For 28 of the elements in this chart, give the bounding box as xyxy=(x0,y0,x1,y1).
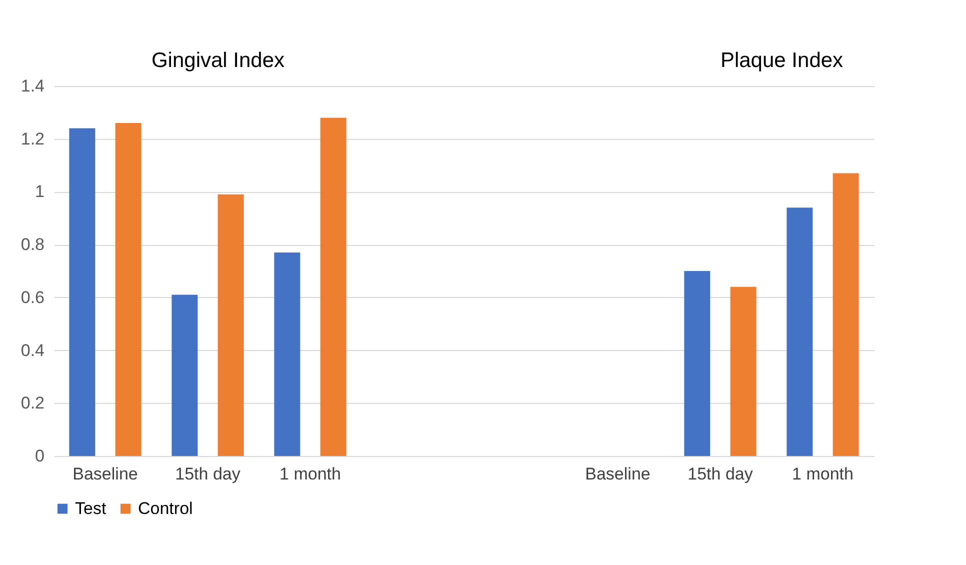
y-tick-label: 0.8 xyxy=(20,235,44,254)
y-tick-label: 0.2 xyxy=(20,394,44,413)
bar xyxy=(320,118,346,456)
text: Gingival Index xyxy=(151,49,286,72)
bar xyxy=(684,271,710,456)
y-tick-label: 0.4 xyxy=(20,340,44,360)
x-tick-label: 1 month xyxy=(280,464,341,484)
x-tick-label: Baseline xyxy=(72,464,138,484)
legend-label: Control xyxy=(138,498,193,518)
x-tick-label: 15th day xyxy=(688,464,754,484)
y-tick-label: 1.2 xyxy=(20,129,44,148)
text: Plaque Index xyxy=(720,49,844,72)
y-tick-label: 1.4 xyxy=(20,76,44,96)
bar xyxy=(730,286,756,456)
bar xyxy=(115,123,142,456)
bar xyxy=(218,194,244,456)
y-tick-label: 0 xyxy=(35,446,44,466)
y-tick-label: 0.6 xyxy=(20,288,44,307)
y-tick-label: 1 xyxy=(35,182,44,202)
x-tick-label: Baseline xyxy=(585,464,650,484)
x-tick-label: 15th day xyxy=(175,464,241,484)
bar xyxy=(172,294,198,456)
x-tick-label: 1 month xyxy=(792,464,854,484)
bar xyxy=(786,208,813,456)
legend-label: Test xyxy=(75,498,106,518)
bar xyxy=(274,252,300,456)
bar xyxy=(832,173,859,456)
bar xyxy=(69,128,96,456)
